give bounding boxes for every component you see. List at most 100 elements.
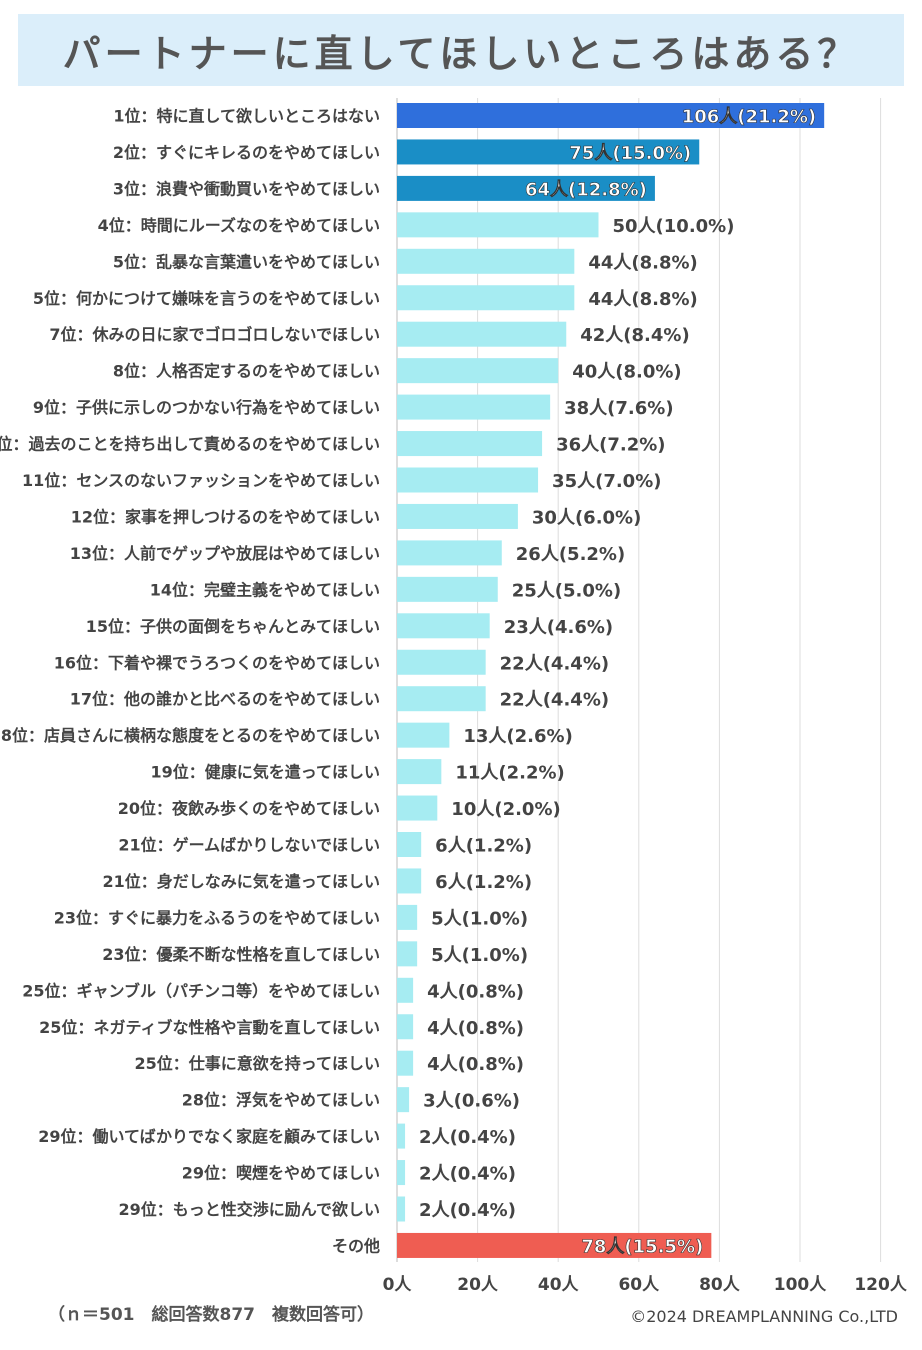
- bar: [397, 1123, 406, 1149]
- data-label: 13人(2.6%): [463, 726, 572, 747]
- data-label: 5人(1.0%): [431, 908, 528, 929]
- bar: [397, 431, 543, 457]
- data-label: 4人(0.8%): [427, 981, 524, 1002]
- data-label: 26人(5.2%): [516, 544, 625, 565]
- bar: [397, 358, 559, 384]
- category-labels: 1位：特に直して欲しいところはない 2位：すぐにキレるのをやめてほしい 3位：浪費や…: [0, 107, 380, 1256]
- bar: [397, 503, 518, 529]
- data-label: 11人(2.2%): [455, 763, 564, 784]
- x-tick-label: 120人: [854, 1275, 907, 1295]
- category-label: 20位：夜飲み歩くのをやめてほしい: [118, 799, 380, 818]
- category-label: 25位：ギャンブル（パチンコ等）をやめてほしい: [22, 981, 380, 1000]
- category-label: 2位：すぐにキレるのをやめてほしい: [113, 143, 380, 162]
- category-label: 18位：店員さんに横柄な態度をとるのをやめてほしい: [0, 726, 380, 745]
- category-label: 17位：他の誰かと比べるのをやめてほしい: [70, 690, 380, 709]
- data-label: 6人(1.2%): [435, 836, 532, 857]
- category-label: 12位：家事を押しつけるのをやめてほしい: [71, 507, 380, 526]
- bar: [397, 1196, 406, 1222]
- category-label: 25位：ネガティブな性格や言動を直してほしい: [39, 1018, 380, 1037]
- data-label: 22人(4.4%): [500, 690, 609, 711]
- bar: [397, 1087, 410, 1113]
- data-label: 106人(21.2%): [682, 107, 816, 128]
- bar: [397, 139, 700, 165]
- title-banner: パートナーに直してほしいところはある？: [18, 14, 904, 86]
- x-tick-label: 0人: [383, 1275, 413, 1295]
- bar: [397, 248, 575, 274]
- category-label: 19位：健康に気を遣ってほしい: [151, 763, 380, 782]
- data-label: 25人(5.0%): [512, 580, 621, 601]
- data-label: 5人(1.0%): [431, 945, 528, 966]
- credit: ©2024 DREAMPLANNING Co.,LTD: [630, 1307, 898, 1326]
- category-label: 11位：センスのないファッションをやめてほしい: [22, 471, 380, 490]
- data-label: 4人(0.8%): [427, 1054, 524, 1075]
- bar: [397, 868, 422, 894]
- bar: [397, 686, 486, 712]
- category-label: 1位：特に直して欲しいところはない: [113, 107, 380, 126]
- bar: [397, 722, 450, 748]
- bar: [397, 1050, 414, 1076]
- category-label: 15位：子供の面倒をちゃんとみてほしい: [86, 617, 380, 636]
- data-label: 78人(15.5%): [581, 1236, 703, 1257]
- category-label: 25位：仕事に意欲を持ってほしい: [135, 1054, 380, 1073]
- category-label: 5位：乱暴な言葉遣いをやめてほしい: [113, 252, 380, 271]
- data-label: 10人(2.0%): [451, 799, 560, 820]
- bar: [397, 832, 422, 857]
- category-label: 28位：浮気をやめてほしい: [182, 1091, 380, 1110]
- category-label: 16位：下着や裸でうろつくのをやめてほしい: [54, 653, 380, 672]
- bar: [397, 540, 502, 566]
- value-labels: 106人(21.2%) 75人(15.0%) 64人(12.8%) 50人(10.0%…: [419, 106, 816, 1258]
- data-label: 38人(7.6%): [564, 398, 673, 419]
- category-label: 10位：過去のことを持ち出して責めるのをやめてほしい: [0, 435, 380, 454]
- bar: [397, 175, 655, 201]
- bar: [397, 285, 575, 311]
- data-label: 23人(4.6%): [504, 617, 613, 638]
- bar: [397, 576, 498, 602]
- category-label: 29位：喫煙をやめてほしい: [182, 1164, 380, 1183]
- x-tick-label: 60人: [618, 1275, 660, 1295]
- x-axis-ticks: 0人 20人 40人 60人 80人 100人 120人: [383, 1275, 908, 1295]
- bar: [397, 103, 825, 128]
- bar: [397, 467, 539, 493]
- category-label: 29位：もっと性交渉に励んで欲しい: [119, 1200, 380, 1219]
- category-label: 9位：子供に示しのつかない行為をやめてほしい: [33, 398, 380, 417]
- bar: [397, 321, 567, 347]
- bar: [397, 759, 442, 785]
- category-label: その他: [332, 1236, 380, 1255]
- bar: [397, 649, 486, 675]
- category-label: 14位：完璧主義をやめてほしい: [150, 580, 380, 599]
- data-label: 6人(1.2%): [435, 872, 532, 893]
- data-label: 42人(8.4%): [580, 325, 689, 346]
- bar: [397, 941, 418, 967]
- category-label: 23位：優柔不断な性格を直してほしい: [102, 945, 380, 964]
- bar: [397, 394, 551, 420]
- category-label: 4位：時間にルーズなのをやめてほしい: [98, 216, 380, 235]
- data-label: 3人(0.6%): [423, 1091, 520, 1112]
- category-label: 23位：すぐに暴力をふるうのをやめてほしい: [54, 908, 380, 927]
- bar: [397, 212, 599, 238]
- category-label: 8位：人格否定するのをやめてほしい: [113, 362, 380, 381]
- data-label: 30人(6.0%): [532, 507, 641, 528]
- x-tick-label: 40人: [538, 1275, 580, 1295]
- x-tick-label: 80人: [699, 1275, 741, 1295]
- category-label: 21位：ゲームばかりしないでほしい: [118, 836, 380, 855]
- category-label: 5位：何かにつけて嫌味を言うのをやめてほしい: [33, 289, 380, 308]
- bar: [397, 904, 418, 930]
- category-label: 29位：働いてばかりでなく家庭を顧みてほしい: [38, 1127, 380, 1146]
- data-label: 4人(0.8%): [427, 1018, 524, 1039]
- x-tick-label: 20人: [457, 1275, 499, 1295]
- data-label: 36人(7.2%): [556, 435, 665, 456]
- data-label: 2人(0.4%): [419, 1127, 516, 1148]
- category-label: 21位：身だしなみに気を遣ってほしい: [103, 872, 380, 891]
- data-label: 50人(10.0%): [613, 216, 735, 237]
- footnote: （ｎ＝501 総回答数877 複数回答可）: [48, 1305, 374, 1325]
- bars: [397, 103, 825, 1258]
- bar: [397, 1014, 414, 1040]
- bar: [397, 1160, 406, 1186]
- data-label: 44人(8.8%): [588, 289, 697, 310]
- data-label: 2人(0.4%): [419, 1200, 516, 1221]
- bar: [397, 977, 414, 1003]
- data-label: 40人(8.0%): [572, 362, 681, 383]
- data-label: 75人(15.0%): [569, 143, 691, 164]
- bar: [397, 795, 438, 821]
- data-label: 64人(12.8%): [525, 179, 647, 200]
